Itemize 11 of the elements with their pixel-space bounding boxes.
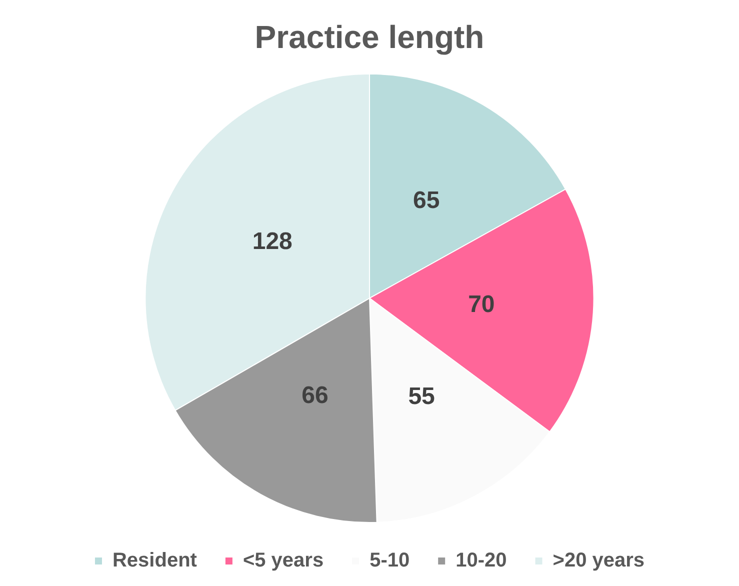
legend-label: Resident (112, 550, 198, 572)
chart-title: Practice length (254, 19, 484, 56)
data-label: 66 (302, 382, 328, 409)
legend-label: >20 years (552, 550, 645, 572)
data-label: 65 (413, 187, 440, 214)
data-label: 128 (252, 228, 292, 255)
legend-label: <5 years (242, 550, 324, 572)
data-label: 70 (468, 291, 495, 318)
slice-label: 5-10 (370, 550, 410, 572)
legend-label: 10-20 (456, 550, 507, 572)
data-label: 55 (408, 383, 435, 410)
